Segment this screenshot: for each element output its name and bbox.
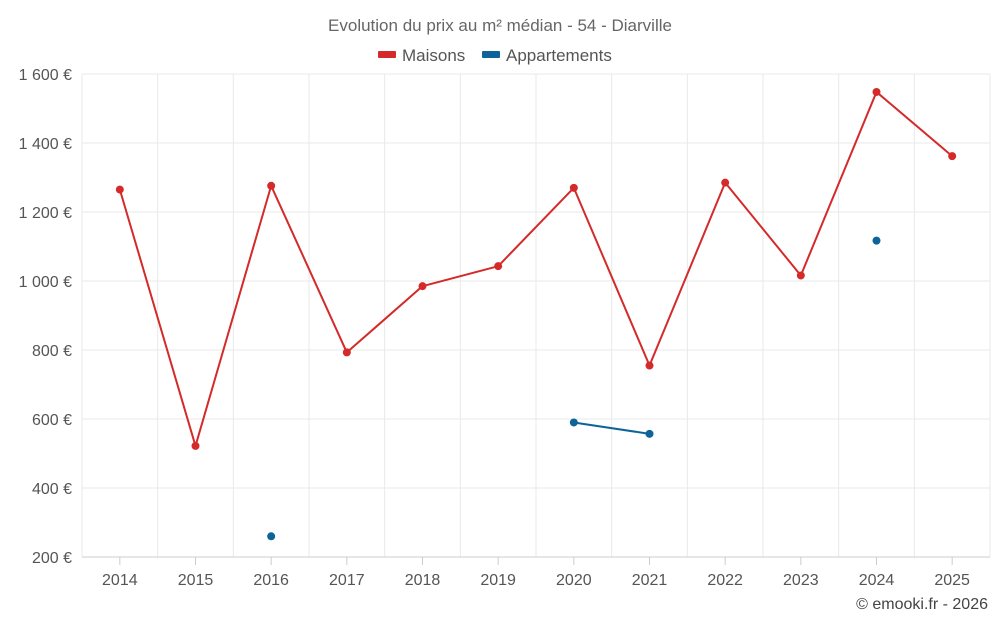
- data-point-maisons-2016[interactable]: [267, 181, 276, 190]
- series-segment-maisons: [345, 285, 424, 354]
- x-tick-label: 2016: [253, 572, 289, 589]
- data-point-maisons-2018[interactable]: [418, 282, 427, 291]
- legend-item-maisons[interactable]: Maisons: [378, 46, 465, 65]
- x-tick-label: 2014: [102, 572, 138, 589]
- x-axis-ticks: 2014 2015 2016 2017 2018 2019 2020 2021 2022 2023…: [102, 557, 970, 589]
- data-point-maisons-2015[interactable]: [191, 441, 200, 450]
- series-segment-maisons: [194, 184, 273, 447]
- legend: Maisons Appartements: [378, 46, 612, 65]
- series-segment-maisons: [799, 90, 878, 277]
- series-maisons: [115, 87, 957, 450]
- data-point-maisons-2017[interactable]: [342, 348, 351, 357]
- x-tick-label: 2015: [178, 572, 214, 589]
- x-tick-label: 2018: [405, 572, 441, 589]
- series-segment-maisons: [724, 181, 802, 277]
- x-tick-label: 2022: [707, 572, 743, 589]
- legend-label-appartements: Appartements: [506, 46, 612, 65]
- y-tick-label: 1 200 €: [19, 205, 72, 222]
- y-tick-label: 800 €: [32, 343, 72, 360]
- y-tick-label: 600 €: [32, 412, 72, 429]
- data-point-maisons-2024[interactable]: [872, 87, 881, 96]
- y-tick-label: 1 400 €: [19, 136, 72, 153]
- chart-title: Evolution du prix au m² médian - 54 - Di…: [328, 16, 672, 35]
- data-point-maisons-2019[interactable]: [494, 262, 503, 271]
- data-point-appartements-2020[interactable]: [569, 418, 578, 427]
- data-point-appartements-2016[interactable]: [267, 532, 276, 541]
- series-segment-maisons: [421, 265, 500, 288]
- data-point-maisons-2023[interactable]: [796, 271, 805, 280]
- x-tick-label: 2019: [480, 572, 516, 589]
- data-point-maisons-2022[interactable]: [721, 178, 730, 187]
- y-tick-label: 1 000 €: [19, 274, 72, 291]
- series-segment-maisons: [572, 186, 651, 367]
- y-axis-ticks: 200 € 400 € 600 € 800 € 1 000 € 1 200 € 1 400 …: [19, 67, 72, 567]
- data-point-appartements-2024[interactable]: [872, 236, 881, 245]
- data-point-maisons-2014[interactable]: [115, 185, 124, 194]
- legend-label-maisons: Maisons: [402, 46, 465, 65]
- y-tick-label: 200 €: [32, 550, 72, 567]
- data-point-maisons-2020[interactable]: [569, 183, 578, 192]
- x-tick-label: 2020: [556, 572, 592, 589]
- series-segment-maisons: [648, 181, 727, 367]
- x-tick-label: 2023: [783, 572, 819, 589]
- series-segment-maisons: [497, 186, 575, 268]
- series-segment-maisons: [270, 184, 348, 354]
- y-tick-label: 1 600 €: [19, 67, 72, 84]
- series-segment-maisons: [118, 188, 197, 447]
- credit-text: © emooki.fr - 2026: [856, 596, 988, 613]
- legend-swatch-appartements: [482, 51, 500, 58]
- data-point-appartements-2021[interactable]: [645, 429, 654, 438]
- series-layer: [115, 87, 957, 541]
- x-tick-label: 2025: [934, 572, 970, 589]
- series-appartements: [267, 236, 881, 541]
- x-gridlines: [81, 74, 991, 557]
- x-tick-label: 2024: [859, 572, 895, 589]
- data-point-maisons-2025[interactable]: [948, 152, 957, 161]
- x-tick-label: 2017: [329, 572, 365, 589]
- legend-swatch-maisons: [378, 51, 396, 58]
- legend-item-appartements[interactable]: Appartements: [482, 46, 612, 65]
- y-tick-label: 400 €: [32, 481, 72, 498]
- series-segment-appartements: [572, 421, 651, 435]
- series-segment-maisons: [875, 90, 954, 158]
- x-tick-label: 2021: [632, 572, 668, 589]
- data-point-maisons-2021[interactable]: [645, 361, 654, 370]
